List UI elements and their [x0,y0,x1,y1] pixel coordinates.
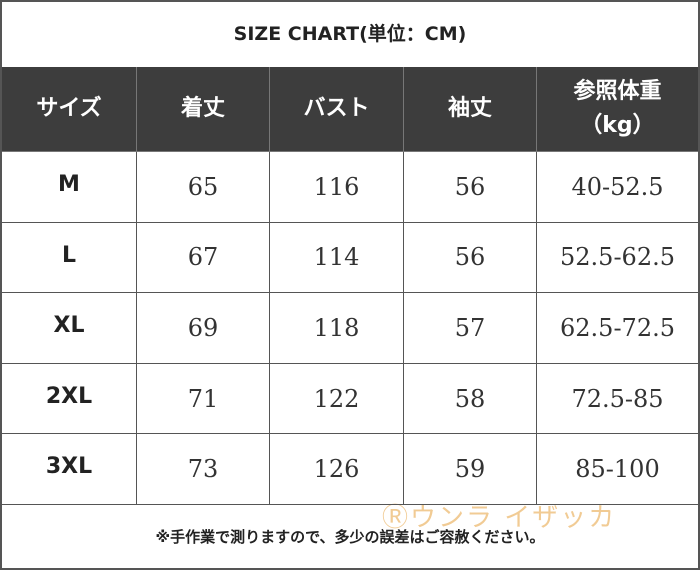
value-cell: 59 [404,434,537,505]
value-cell: 58 [404,363,537,435]
size-label: 3XL [2,434,137,505]
value-cell: 52.5-62.5 [537,223,698,294]
value-cell: 56 [404,152,537,223]
size-label: M [2,152,137,223]
size-label: L [2,222,137,294]
value-cell: 126 [270,434,404,505]
header-cell: バスト [270,67,404,152]
value-cell: 122 [270,363,404,435]
value-cell: 67 [137,222,270,294]
header-cell: サイズ [2,67,137,152]
note: ※手作業で測りますので、多少の誤差はご容赦ください。 [155,528,545,546]
value-cell: 73 [137,434,270,505]
watermark: Ⓡウンラ イザッカ [382,503,617,533]
value-cell: 71 [137,363,270,435]
title: SIZE CHART(単位：CM) [2,2,698,68]
value-cell: 62.5-72.5 [537,293,698,364]
header-cell: 袖丈 [404,67,537,152]
value-cell: 56 [404,222,537,294]
value-cell: 72.5-85 [537,364,698,435]
header-cell: 着丈 [137,67,270,152]
value-cell: 85-100 [537,434,698,505]
value-cell: 116 [270,152,404,223]
value-cell: 57 [404,293,537,364]
value-cell: 114 [270,222,404,294]
header-cell: 参照体重 （kg） [537,67,698,152]
value-cell: 65 [137,152,270,223]
value-cell: 118 [270,293,404,364]
value-cell: 40-52.5 [537,152,698,223]
size-label: XL [2,293,137,364]
size-label: 2XL [2,363,137,435]
value-cell: 69 [137,293,270,364]
